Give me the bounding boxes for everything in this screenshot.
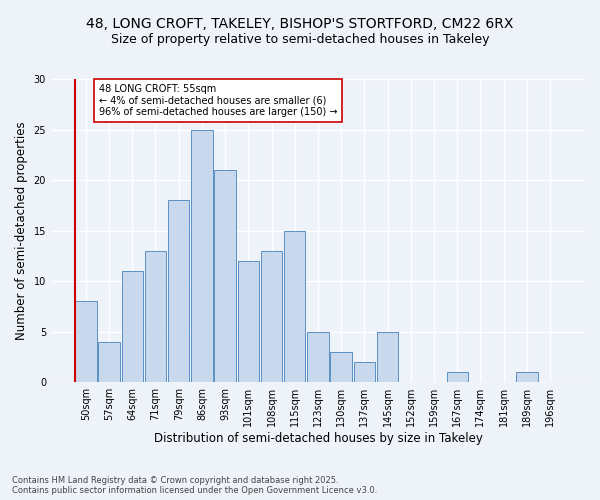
X-axis label: Distribution of semi-detached houses by size in Takeley: Distribution of semi-detached houses by … xyxy=(154,432,482,445)
Bar xyxy=(145,251,166,382)
Bar xyxy=(516,372,538,382)
Bar xyxy=(214,170,236,382)
Bar xyxy=(261,251,282,382)
Bar xyxy=(331,352,352,382)
Bar xyxy=(446,372,468,382)
Bar xyxy=(191,130,212,382)
Y-axis label: Number of semi-detached properties: Number of semi-detached properties xyxy=(15,122,28,340)
Text: Contains HM Land Registry data © Crown copyright and database right 2025.
Contai: Contains HM Land Registry data © Crown c… xyxy=(12,476,377,495)
Bar xyxy=(168,200,190,382)
Bar xyxy=(238,261,259,382)
Text: Size of property relative to semi-detached houses in Takeley: Size of property relative to semi-detach… xyxy=(111,32,489,46)
Bar xyxy=(377,332,398,382)
Text: 48 LONG CROFT: 55sqm
← 4% of semi-detached houses are smaller (6)
96% of semi-de: 48 LONG CROFT: 55sqm ← 4% of semi-detach… xyxy=(98,84,337,117)
Bar xyxy=(284,230,305,382)
Bar xyxy=(98,342,120,382)
Bar xyxy=(307,332,329,382)
Text: 48, LONG CROFT, TAKELEY, BISHOP'S STORTFORD, CM22 6RX: 48, LONG CROFT, TAKELEY, BISHOP'S STORTF… xyxy=(86,18,514,32)
Bar xyxy=(354,362,375,382)
Bar xyxy=(75,302,97,382)
Bar xyxy=(122,271,143,382)
